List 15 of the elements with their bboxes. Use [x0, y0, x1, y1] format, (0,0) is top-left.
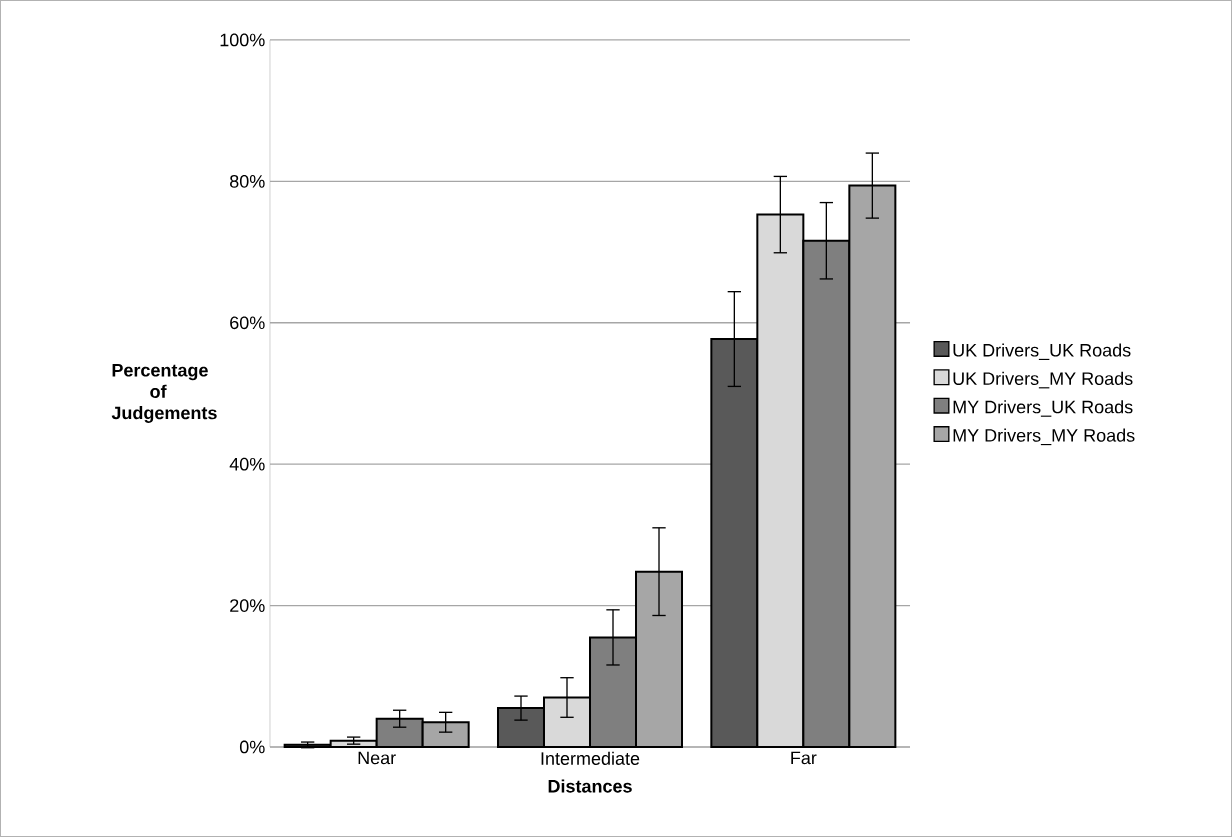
y-tick-label: 100%	[220, 33, 265, 47]
y-tick-label: 80%	[230, 175, 265, 188]
y-axis-title: Percentage of Judgements	[111, 364, 217, 423]
x-tick-label: Near	[358, 751, 396, 765]
legend-label: UK Drivers_UK Roads	[953, 343, 1131, 361]
x-tick-label: Intermediate	[541, 751, 640, 765]
legend-label: MY Drivers_UK Roads	[953, 400, 1133, 417]
y-tick-label: 60%	[230, 316, 265, 330]
y-tick-label: 20%	[230, 599, 265, 612]
x-tick-label: Far	[791, 751, 817, 765]
x-axis-title: Distances	[548, 779, 632, 793]
legend-label: UK Drivers_MY Roads	[953, 371, 1133, 389]
legend-label: MY Drivers_MY Roads	[953, 428, 1135, 446]
y-tick-label: 40%	[229, 457, 265, 471]
y-tick-label: 0%	[239, 740, 265, 754]
